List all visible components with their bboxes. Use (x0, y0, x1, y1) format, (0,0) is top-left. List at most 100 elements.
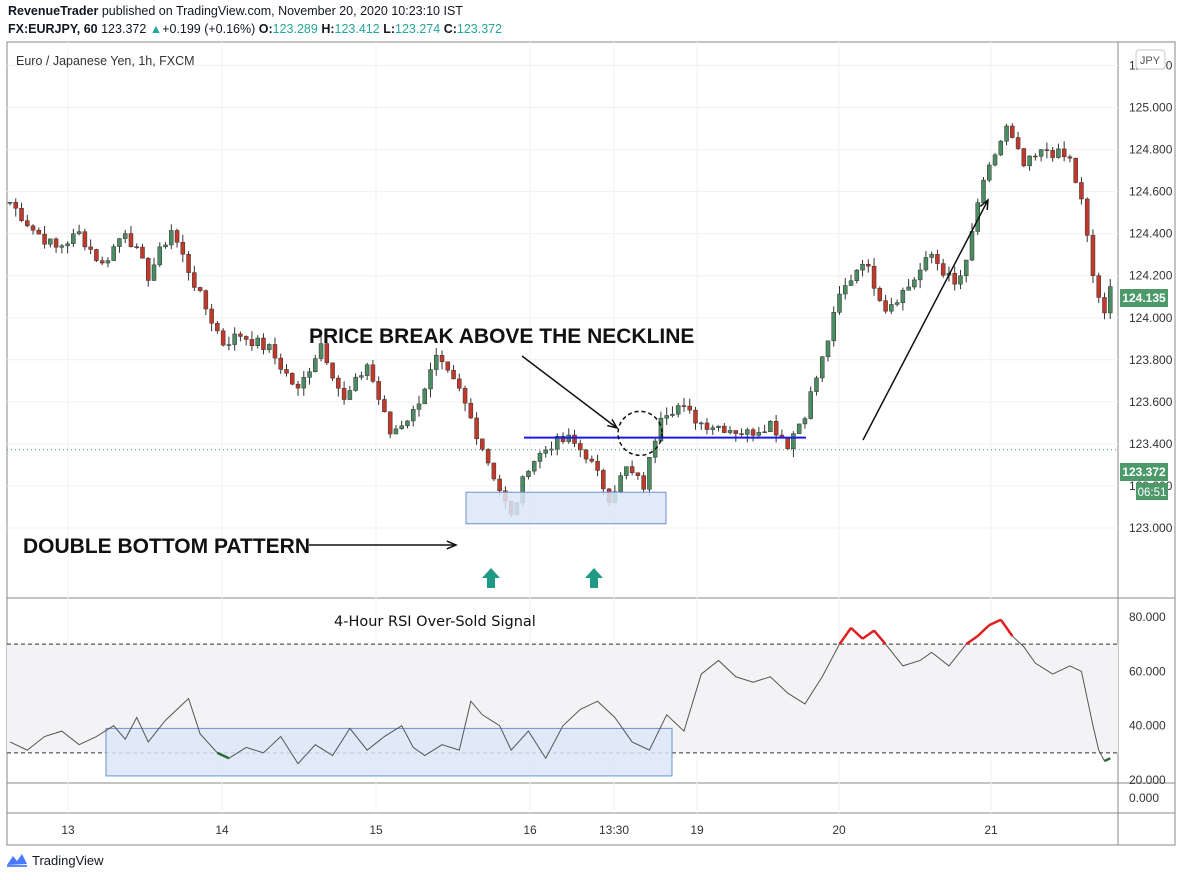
candle-body (399, 425, 404, 430)
candle-body (364, 364, 370, 376)
candle-body (370, 364, 376, 382)
rsi-oversold-box (105, 727, 673, 777)
ohlc-line: FX:EURJPY, 60 123.372 ▲+0.199 (+0.16%) O… (8, 22, 502, 36)
candle-body (261, 337, 266, 350)
candle-body (82, 231, 88, 248)
candle-body (543, 449, 548, 454)
candle-body (157, 246, 163, 266)
candle-body (699, 422, 704, 425)
current-price-label: 124.135 (1122, 291, 1166, 305)
candle-body (722, 425, 727, 433)
candle-body (1096, 275, 1101, 298)
candle-body (278, 357, 283, 370)
candle-body (48, 238, 53, 245)
candle-body (410, 409, 416, 422)
candle-body (485, 449, 491, 464)
candle-body (330, 362, 335, 379)
rsi-oversold-segment (1103, 757, 1111, 763)
rsi-overbought-segment (999, 618, 1014, 637)
price-tick-label: 123.800 (1129, 353, 1173, 367)
candle-body (76, 231, 82, 235)
time-tick-label: 21 (984, 823, 998, 837)
last-price-badge: 123.372 06:51 (1120, 463, 1168, 500)
candle-body (583, 449, 589, 460)
publisher-name[interactable]: RevenueTrader (8, 4, 99, 18)
candle-body (146, 257, 151, 281)
candle-body (963, 259, 969, 276)
candle-body (773, 421, 779, 436)
candle-body (209, 308, 214, 324)
price-tick-label: 124.000 (1129, 311, 1173, 325)
high-value: 123.412 (334, 22, 380, 36)
pane-title: Euro / Japanese Yen, 1h, FXCM (16, 54, 195, 68)
uptrend-arrow-head (979, 198, 989, 211)
candle-body (687, 405, 692, 411)
candle-body (1061, 148, 1067, 158)
candle-body (589, 458, 595, 462)
candle-body (1044, 149, 1050, 151)
uptrend-arrow (862, 199, 989, 441)
candle-body (894, 302, 900, 305)
candle-body (457, 378, 462, 389)
candle-body (428, 369, 433, 390)
candle-body (756, 432, 762, 436)
candle-body (59, 245, 65, 248)
bottom-up-arrow-icon (585, 568, 603, 588)
candle-body (295, 383, 301, 389)
candle-body (1090, 235, 1096, 276)
candle-body (1102, 297, 1107, 314)
footer-brand[interactable]: TradingView (6, 852, 104, 868)
candle-body (796, 423, 802, 434)
candle-body (837, 293, 842, 313)
candle-body (526, 470, 531, 477)
candle-body (802, 418, 808, 425)
close-label: C: (443, 22, 457, 36)
candle-body (854, 269, 860, 281)
price-tick-label: 123.400 (1129, 437, 1173, 451)
candle-body (445, 361, 451, 371)
candle-body (272, 344, 278, 359)
currency-badge[interactable]: JPY (1135, 49, 1166, 70)
candle-body (359, 375, 364, 378)
candle-body (860, 263, 865, 271)
candle-body (618, 475, 623, 492)
candle-body (301, 377, 307, 389)
candle-body (416, 403, 422, 410)
currency-badge-label: JPY (1140, 55, 1161, 67)
candle-body (65, 243, 70, 247)
candle-body (733, 430, 739, 434)
candle-body (405, 420, 410, 427)
candle-body (238, 333, 243, 337)
candle-body (981, 179, 986, 203)
candle-body (347, 390, 353, 400)
candle-body (220, 330, 226, 346)
neckline-pointer-arrow-head (607, 418, 619, 430)
candle-body (825, 340, 831, 358)
price-tick-label: 125.000 (1129, 101, 1173, 115)
candle-body (629, 466, 635, 473)
candle-body (900, 289, 906, 303)
price-tick-label: 124.800 (1129, 143, 1173, 157)
candle-body (451, 369, 456, 380)
candle-body (243, 336, 249, 340)
candle-body (1015, 137, 1021, 149)
candle-body (531, 461, 537, 472)
candle-body (745, 429, 750, 435)
candle-body (13, 202, 19, 209)
countdown-label: 06:51 (1138, 487, 1167, 499)
candle-body (940, 263, 946, 276)
close-value: 123.372 (456, 22, 503, 36)
candle-body (1084, 198, 1090, 236)
candle-body (935, 254, 940, 264)
candle-body (969, 231, 975, 261)
rsi-oversold-segment (216, 751, 230, 760)
time-tick-label: 20 (832, 823, 846, 837)
candle-body (917, 269, 923, 281)
candle-body (572, 434, 577, 444)
high-label: H: (321, 22, 335, 36)
symbol-label[interactable]: FX:EURJPY, 60 (8, 22, 98, 36)
candle-body (99, 260, 105, 264)
candle-body (30, 225, 36, 231)
candle-body (117, 238, 122, 247)
